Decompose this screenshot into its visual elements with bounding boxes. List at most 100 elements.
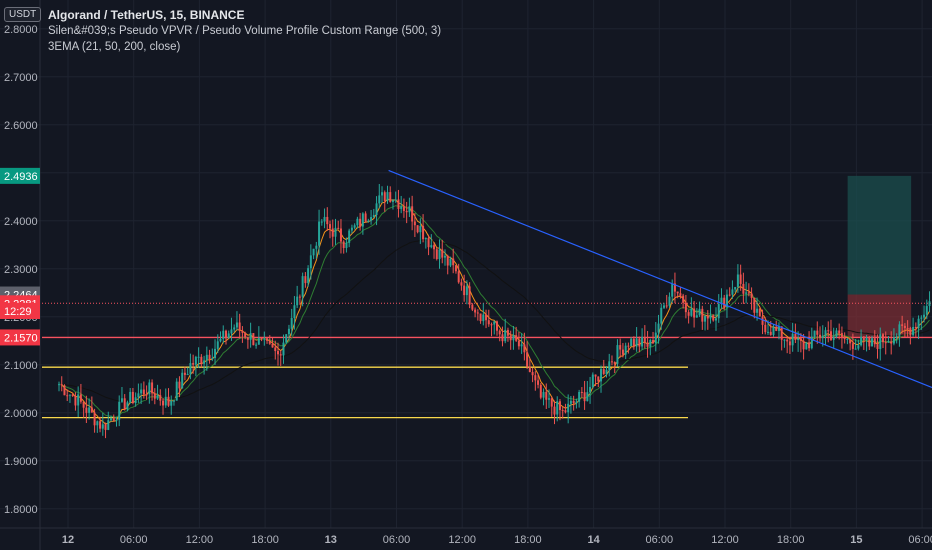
candle-body <box>898 324 901 337</box>
candle-body <box>205 354 208 361</box>
candle-body <box>137 393 140 398</box>
candle-body <box>339 228 342 242</box>
candle-body <box>928 301 931 307</box>
candle-body <box>227 333 230 339</box>
candle-body <box>824 330 827 336</box>
candle-body <box>764 324 767 333</box>
candle-body <box>416 225 419 233</box>
candle-body <box>233 327 236 330</box>
candle-body <box>649 340 652 347</box>
candle-body <box>646 342 649 347</box>
candle-body <box>112 418 115 421</box>
candle-body <box>602 369 605 374</box>
horizontal-lines[interactable] <box>42 302 932 419</box>
candle-body <box>879 334 882 349</box>
candle-body <box>862 336 865 341</box>
candle-body <box>452 258 455 266</box>
x-tick-label: 06:00 <box>908 534 932 546</box>
candle-body <box>783 339 786 341</box>
y-tick-label: 2.1000 <box>4 360 38 372</box>
candle-body <box>693 308 696 318</box>
candle-body <box>550 398 553 407</box>
candle-body <box>156 395 159 399</box>
candle-body <box>786 339 789 342</box>
candle-body <box>840 333 843 338</box>
candle-body <box>372 215 375 218</box>
candle-body <box>263 338 266 340</box>
candle-body <box>586 392 589 402</box>
candle-body <box>68 394 71 396</box>
y-tick-label: 2.4000 <box>4 216 38 228</box>
candle-body <box>548 398 551 400</box>
candle-body <box>690 308 693 316</box>
currency-button[interactable]: USDT <box>4 7 42 22</box>
candle-body <box>367 220 370 222</box>
candle-body <box>704 315 707 322</box>
x-tick-label: 15 <box>850 534 862 546</box>
candle-body <box>479 313 482 322</box>
y-tick-label: 2.8000 <box>4 24 38 36</box>
candle-body <box>630 338 633 347</box>
candle-body <box>578 391 581 402</box>
candle-body <box>391 200 394 202</box>
candle-body <box>337 227 340 229</box>
candle-body <box>736 274 739 288</box>
candle-body <box>66 395 69 397</box>
candle-body <box>350 227 353 231</box>
candle-body <box>214 348 217 358</box>
candle-body <box>482 314 485 322</box>
candle-body <box>849 338 852 344</box>
candle-body <box>101 424 104 429</box>
candle-body <box>739 274 742 284</box>
y-tick-label: 1.8000 <box>4 504 38 516</box>
candle-body <box>183 372 186 375</box>
candle-body <box>307 268 310 284</box>
price-axis[interactable]: 2.80002.70002.60002.50002.40002.30002.20… <box>4 0 41 550</box>
candle-body <box>378 195 381 204</box>
candle-body <box>315 245 318 249</box>
position-tool[interactable] <box>847 175 912 338</box>
ema-lines <box>58 198 930 425</box>
candle-body <box>843 337 846 340</box>
candle-body <box>375 203 378 216</box>
candle-body <box>709 315 712 319</box>
candle-body <box>517 340 520 347</box>
x-tick-label: 18:00 <box>514 534 542 546</box>
price-label-box <box>0 302 40 319</box>
candle-body <box>496 321 498 331</box>
candle-body <box>750 293 753 298</box>
trendline[interactable] <box>388 169 932 389</box>
candle-body <box>167 396 170 406</box>
candle-body <box>304 276 307 284</box>
candle-body <box>194 356 197 365</box>
candle-body <box>131 391 134 404</box>
candle-body <box>485 314 488 321</box>
candle-body <box>523 344 526 353</box>
candle-body <box>528 366 531 373</box>
candle-body <box>277 351 279 355</box>
candle-body <box>400 206 403 209</box>
time-axis[interactable]: 12 06:00 12:00 18:00 13 06:00 12:00 18:00 14 06:0… <box>0 527 932 546</box>
candle-body <box>93 412 96 426</box>
candle-body <box>77 394 80 406</box>
indicator-vpvr[interactable]: Silen&#039;s Pseudo VPVR / Pseudo Volume… <box>48 25 442 37</box>
candle-body <box>509 335 512 341</box>
candle-body <box>556 401 559 415</box>
indicator-3ema[interactable]: 3EMA (21, 50, 200, close) <box>48 41 181 53</box>
candle-body <box>260 338 263 340</box>
candle-body <box>572 400 575 404</box>
candle-body <box>356 218 359 226</box>
candle-body <box>386 192 389 201</box>
candle-body <box>788 341 791 346</box>
candle-body <box>312 248 315 256</box>
candle-body <box>698 308 701 316</box>
candle-body <box>422 225 425 240</box>
candle-body <box>575 401 578 404</box>
candle-body <box>329 224 332 229</box>
candle-body <box>821 335 824 338</box>
chart-grid <box>0 0 932 528</box>
candle-body <box>123 398 126 410</box>
candle-body <box>553 406 556 415</box>
candle-body <box>827 330 830 332</box>
